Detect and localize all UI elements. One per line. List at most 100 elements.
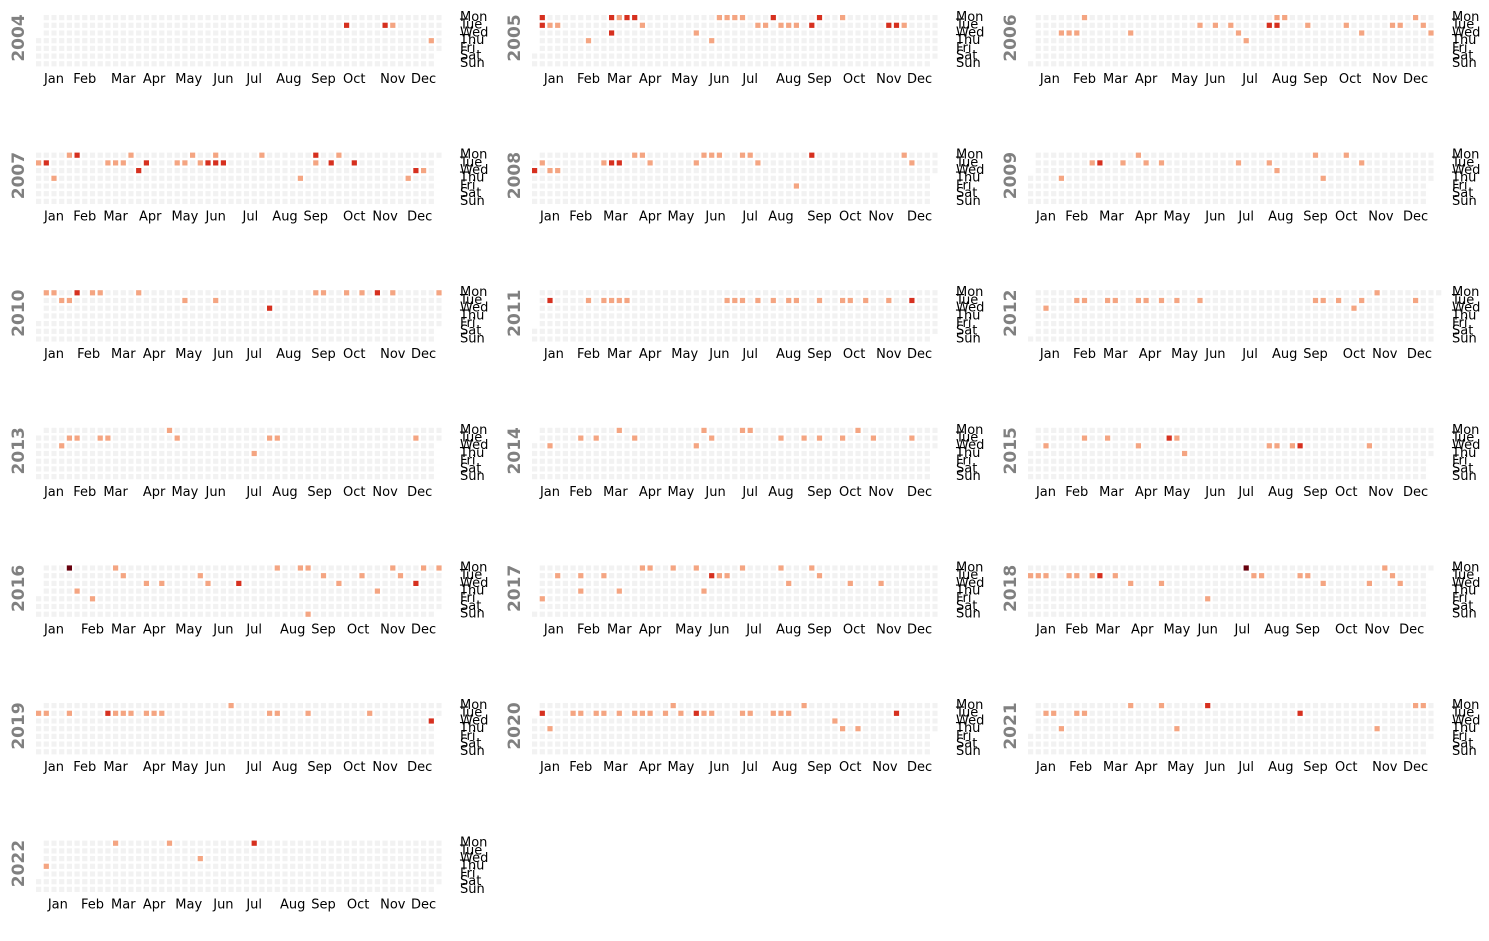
day-cell bbox=[570, 328, 576, 334]
day-cell bbox=[1143, 168, 1149, 174]
day-cell bbox=[1389, 297, 1396, 304]
day-cell bbox=[1112, 466, 1118, 472]
day-cell bbox=[1089, 38, 1095, 44]
day-cell bbox=[89, 30, 96, 36]
day-cell bbox=[205, 152, 211, 158]
day-cell bbox=[763, 198, 769, 204]
day-cell bbox=[205, 53, 211, 59]
day-cell bbox=[1128, 305, 1134, 311]
day-cell bbox=[1251, 61, 1257, 67]
day-cell bbox=[616, 297, 622, 304]
day-cell bbox=[893, 45, 900, 51]
day-cell bbox=[1343, 290, 1349, 296]
day-cell bbox=[1405, 15, 1411, 21]
day-cell bbox=[886, 305, 892, 311]
day-cell bbox=[1251, 435, 1257, 441]
day-cell bbox=[205, 168, 211, 174]
day-cell bbox=[755, 435, 761, 441]
day-cell bbox=[136, 596, 142, 602]
day-cell bbox=[267, 183, 273, 189]
day-cell bbox=[413, 45, 419, 51]
day-cell bbox=[382, 61, 388, 67]
month-label: Oct bbox=[843, 347, 865, 362]
day-cell bbox=[1282, 435, 1288, 441]
day-cell bbox=[609, 22, 615, 28]
day-cell bbox=[1289, 336, 1295, 342]
day-cell bbox=[1282, 458, 1288, 464]
day-cell bbox=[616, 152, 622, 158]
day-cell bbox=[36, 53, 42, 59]
day-cell bbox=[344, 38, 350, 44]
day-cell bbox=[1282, 15, 1288, 21]
day-cell bbox=[421, 596, 427, 602]
day-cell bbox=[43, 474, 49, 480]
day-cell bbox=[113, 466, 119, 472]
day-cell bbox=[89, 152, 96, 158]
day-cell bbox=[1128, 443, 1134, 449]
day-cell bbox=[739, 191, 746, 197]
day-cell bbox=[236, 565, 242, 571]
day-cell bbox=[251, 435, 257, 441]
day-cell bbox=[328, 30, 334, 36]
day-cell bbox=[809, 183, 815, 189]
day-cell bbox=[747, 53, 753, 59]
day-cell bbox=[1112, 297, 1118, 304]
day-cell bbox=[655, 198, 661, 204]
day-cell bbox=[1312, 435, 1319, 441]
day-cell bbox=[1097, 290, 1103, 296]
day-cell bbox=[1413, 443, 1419, 449]
day-cell bbox=[539, 160, 545, 166]
day-cell bbox=[43, 168, 49, 174]
day-cell bbox=[59, 61, 65, 67]
day-cell bbox=[832, 175, 838, 181]
day-cell bbox=[686, 427, 692, 433]
day-label: Tue bbox=[955, 431, 978, 446]
day-cell bbox=[1305, 305, 1311, 311]
day-cell bbox=[747, 321, 753, 327]
day-cell bbox=[1235, 175, 1242, 181]
day-label: Sat bbox=[956, 49, 977, 64]
day-cell bbox=[1382, 38, 1388, 44]
day-cell bbox=[609, 38, 615, 44]
day-cell bbox=[632, 297, 638, 304]
day-cell bbox=[1374, 466, 1380, 472]
day-cell bbox=[36, 45, 42, 51]
day-cell bbox=[336, 573, 342, 579]
day-cell bbox=[1305, 435, 1311, 441]
day-cell bbox=[763, 297, 769, 304]
day-cell bbox=[724, 336, 730, 342]
day-cell bbox=[1051, 305, 1057, 311]
day-cell bbox=[166, 328, 173, 334]
day-cell bbox=[1343, 61, 1349, 67]
day-cell bbox=[709, 45, 715, 51]
day-cell bbox=[1413, 175, 1419, 181]
day-cell bbox=[1382, 30, 1388, 36]
day-cell bbox=[197, 336, 203, 342]
day-cell bbox=[616, 305, 622, 311]
day-cell bbox=[716, 328, 722, 334]
day-cell bbox=[1158, 160, 1165, 166]
day-cell bbox=[1112, 443, 1118, 449]
day-cell bbox=[701, 198, 707, 204]
day-cell bbox=[816, 450, 823, 457]
day-cell bbox=[397, 565, 404, 571]
day-cell bbox=[639, 191, 645, 197]
day-cell bbox=[328, 290, 334, 296]
day-cell bbox=[1351, 191, 1357, 197]
day-cell bbox=[390, 565, 396, 571]
day-cell bbox=[267, 191, 273, 197]
day-cell bbox=[66, 30, 72, 36]
day-cell bbox=[328, 611, 334, 617]
day-cell bbox=[367, 305, 373, 311]
day-cell bbox=[105, 321, 111, 327]
day-cell bbox=[182, 450, 188, 457]
day-cell bbox=[1274, 450, 1280, 457]
day-cell bbox=[870, 336, 876, 342]
day-cell bbox=[236, 53, 242, 59]
day-cell bbox=[351, 573, 357, 579]
day-cell bbox=[1182, 328, 1188, 334]
day-cell bbox=[693, 53, 699, 59]
day-cell bbox=[1282, 328, 1288, 334]
day-cell bbox=[51, 168, 57, 174]
day-cell bbox=[1189, 61, 1195, 67]
